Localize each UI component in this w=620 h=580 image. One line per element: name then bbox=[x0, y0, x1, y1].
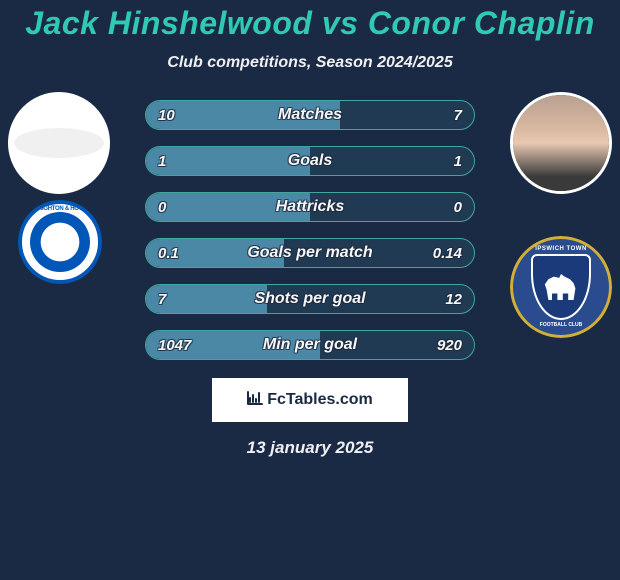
stat-label: Min per goal bbox=[146, 331, 474, 359]
subtitle: Club competitions, Season 2024/2025 bbox=[0, 54, 620, 72]
player-right-avatar bbox=[510, 92, 612, 194]
stat-row: 1Goals1 bbox=[145, 146, 475, 176]
badge-text: IPSWICH TOWN bbox=[513, 246, 609, 252]
stat-value-right: 7 bbox=[454, 101, 462, 129]
stat-label: Hattricks bbox=[146, 193, 474, 221]
ipswich-badge-icon: IPSWICH TOWN FOOTBALL CLUB bbox=[510, 236, 612, 338]
stat-label: Goals per match bbox=[146, 239, 474, 267]
stat-value-right: 920 bbox=[437, 331, 462, 359]
stat-label: Shots per goal bbox=[146, 285, 474, 313]
brand-footer: FcTables.com bbox=[212, 378, 408, 422]
brighton-badge-icon: BRIGHTON & HOVE bbox=[18, 200, 102, 284]
avatar-placeholder-icon bbox=[14, 128, 104, 158]
date-label: 13 january 2025 bbox=[10, 438, 610, 458]
stat-label: Goals bbox=[146, 147, 474, 175]
club-badge-left: BRIGHTON & HOVE bbox=[18, 200, 102, 284]
chart-icon bbox=[247, 391, 263, 409]
stat-row: 0.1Goals per match0.14 bbox=[145, 238, 475, 268]
comparison-infographic: Jack Hinshelwood vs Conor Chaplin Club c… bbox=[0, 0, 620, 580]
stat-value-right: 0 bbox=[454, 193, 462, 221]
stat-label: Matches bbox=[146, 101, 474, 129]
club-badge-right: IPSWICH TOWN FOOTBALL CLUB bbox=[510, 236, 612, 338]
stat-row: 7Shots per goal12 bbox=[145, 284, 475, 314]
player-face-icon bbox=[513, 95, 609, 191]
stat-value-right: 0.14 bbox=[433, 239, 462, 267]
stat-value-right: 1 bbox=[454, 147, 462, 175]
content-area: BRIGHTON & HOVE IPSWICH TOWN FOOTBALL CL… bbox=[0, 100, 620, 458]
stat-bars: 10Matches71Goals10Hattricks00.1Goals per… bbox=[145, 100, 475, 360]
page-title: Jack Hinshelwood vs Conor Chaplin bbox=[0, 5, 620, 42]
stat-row: 10Matches7 bbox=[145, 100, 475, 130]
brand-label: FcTables.com bbox=[267, 391, 373, 409]
stat-row: 0Hattricks0 bbox=[145, 192, 475, 222]
player-left-avatar bbox=[8, 92, 110, 194]
badge-text: FOOTBALL CLUB bbox=[513, 322, 609, 328]
stat-value-right: 12 bbox=[445, 285, 462, 313]
stat-row: 1047Min per goal920 bbox=[145, 330, 475, 360]
